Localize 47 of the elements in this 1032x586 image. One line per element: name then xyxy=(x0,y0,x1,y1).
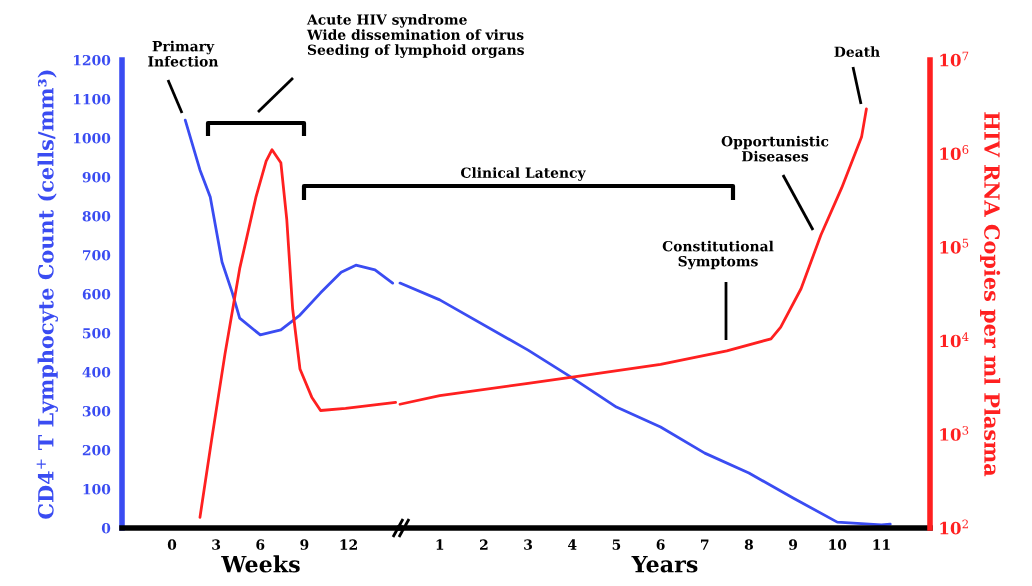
x-tick-label: 3 xyxy=(212,539,221,550)
annotation: Clinical Latency xyxy=(460,167,586,181)
y-tick-label: 100 xyxy=(83,483,111,495)
x-tick-label: 1 xyxy=(436,539,444,550)
text: Acute HIV syndrome Wide dissemination of virus Seeding of lymphoid organs xyxy=(306,14,524,58)
x-tick-label: 11 xyxy=(873,539,890,550)
y-tick-label: 1000 xyxy=(73,132,111,144)
annotation: Constitutional Symptoms xyxy=(662,240,774,270)
y2-tick-label: 10$^{6}$ xyxy=(940,145,969,161)
line-series xyxy=(183,118,395,337)
x-tick-label: 7 xyxy=(701,539,709,550)
y2-tick-label: 10$^{5}$ xyxy=(940,238,969,254)
y-tick-label: 200 xyxy=(82,444,111,456)
x-tick-label: 5 xyxy=(612,539,621,550)
x-tick-label: 4 xyxy=(567,539,577,550)
x-axis-title: Weeks xyxy=(221,555,300,573)
y-tick-label: 1200 xyxy=(73,54,111,66)
y-tick-label: 500 xyxy=(83,327,111,339)
y-axis-title: CD4$^{+}$ T Lymphocyte Count (cells/mm³) xyxy=(36,70,59,519)
y2-axis-title: HIV RNA Copies per ml Plasma xyxy=(980,112,1001,477)
y-tick-label: 800 xyxy=(82,210,111,222)
x-tick-label: 8 xyxy=(744,539,753,550)
y2-tick-label: 10$^{2}$ xyxy=(940,519,968,535)
x-tick-label: 6 xyxy=(656,539,665,550)
y-tick-label: 1100 xyxy=(73,93,111,105)
y-tick-label: 0 xyxy=(101,522,111,534)
x-tick-label: 0 xyxy=(167,539,177,550)
x-tick-label: 10 xyxy=(829,539,847,550)
x-tick-label: 12 xyxy=(340,539,357,550)
y-tick-label: 900 xyxy=(82,171,111,183)
y2-tick-label: 10$^{7}$ xyxy=(940,51,969,67)
annotation: Opportunistic Diseases xyxy=(721,135,829,162)
text: Death xyxy=(834,46,880,58)
x-tick-label: 6 xyxy=(256,539,265,550)
y2-tick-label: 10$^{4}$ xyxy=(940,332,969,348)
x-axis-title: Years xyxy=(631,556,698,573)
x-tick-label: 9 xyxy=(300,539,309,550)
x-tick-label: 9 xyxy=(789,539,798,550)
x-tick-label: 2 xyxy=(480,539,488,550)
y2-tick-label: 10$^{3}$ xyxy=(940,425,969,441)
y-tick-label: 400 xyxy=(82,366,111,378)
line-series xyxy=(398,107,868,406)
y-tick-label: 300 xyxy=(82,405,111,417)
y-tick-label: 600 xyxy=(82,288,111,300)
x-tick-label: 3 xyxy=(524,539,533,550)
y-tick-label: 700 xyxy=(83,249,111,261)
annotation: Primary Infection xyxy=(148,40,219,67)
